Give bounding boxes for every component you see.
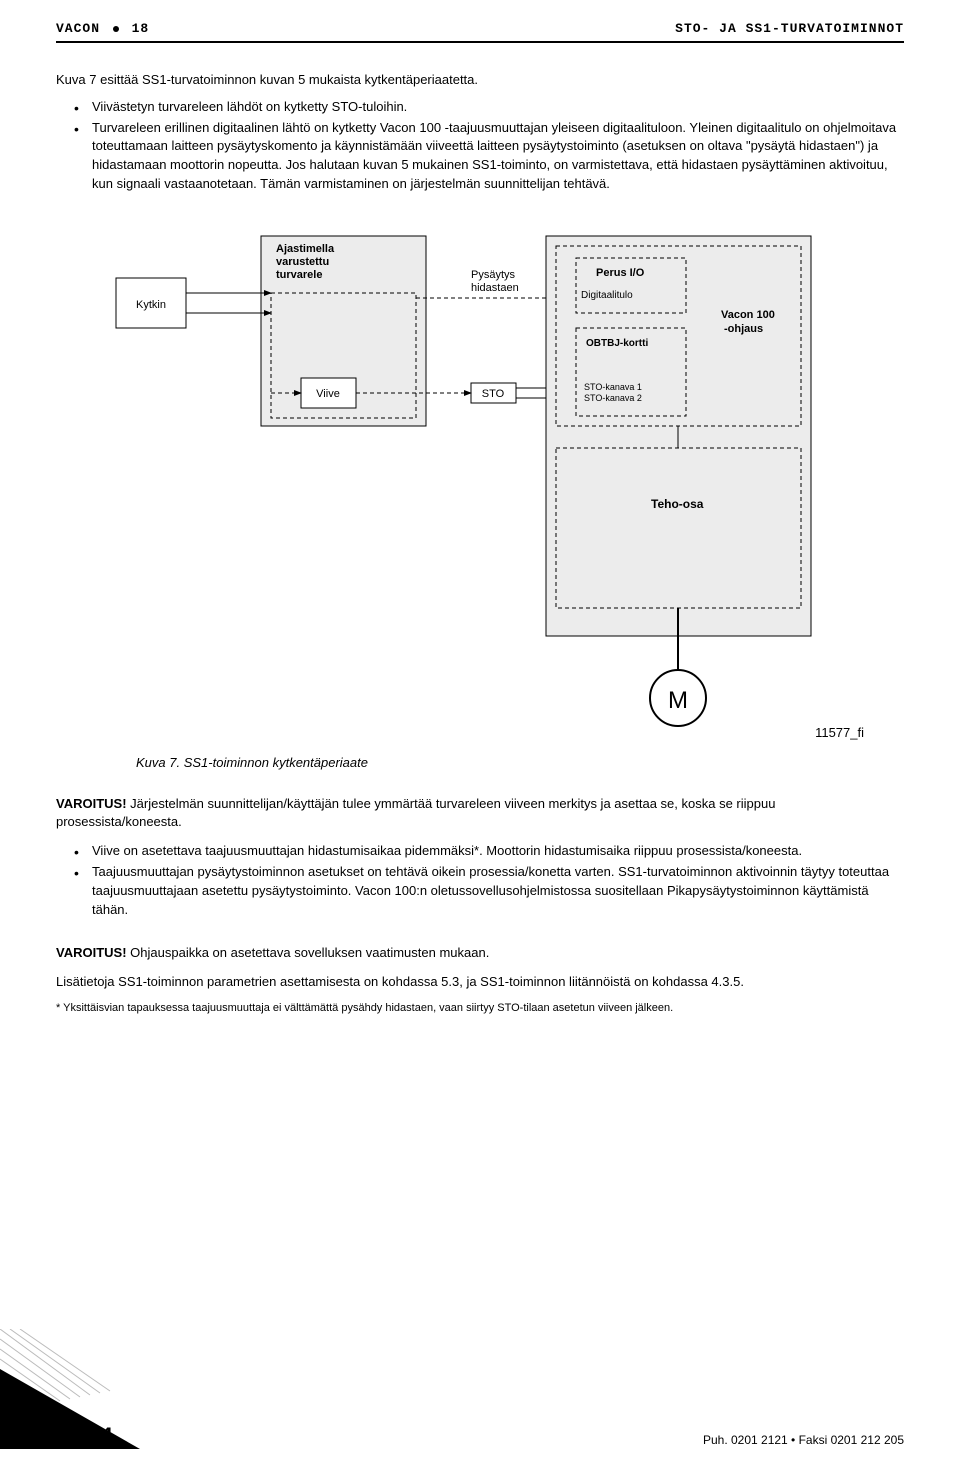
svg-text:Perus I/O: Perus I/O — [596, 267, 645, 279]
svg-text:Ajastimella: Ajastimella — [276, 243, 335, 255]
footnote: * Yksittäisvian tapauksessa taajuusmuutt… — [56, 1001, 904, 1016]
more-info: Lisätietoja SS1-toiminnon parametrien as… — [56, 973, 904, 992]
kytkin-label: Kytkin — [136, 299, 166, 311]
svg-text:Vacon 100: Vacon 100 — [721, 309, 775, 321]
warning-label: VAROITUS! — [56, 945, 127, 960]
svg-text:Viive: Viive — [316, 388, 340, 400]
svg-text:turvarele: turvarele — [276, 269, 322, 281]
corner-decoration — [0, 1329, 140, 1449]
svg-text:Pysäytys: Pysäytys — [471, 269, 516, 281]
svg-text:Digitaalitulo: Digitaalitulo — [581, 290, 633, 301]
list-item: Turvareleen erillinen digitaalinen lähtö… — [92, 119, 904, 194]
list-item: Taajuusmuuttajan pysäytystoiminnon asetu… — [92, 863, 904, 920]
page-header: vacon 18 STO- ja SS1-turvatoiminnot — [56, 20, 904, 43]
ss1-diagram: Kytkin Ajastimella varustettu turvarele … — [56, 218, 904, 744]
page-number: 4 — [100, 1421, 113, 1453]
warning-text: Järjestelmän suunnittelijan/käyttäjän tu… — [56, 796, 775, 830]
list-item: Viivästetyn turvareleen lähdöt on kytket… — [92, 98, 904, 117]
svg-text:STO: STO — [482, 388, 505, 400]
bullet-list-1: Viivästetyn turvareleen lähdöt on kytket… — [56, 98, 904, 194]
svg-text:varustettu: varustettu — [276, 256, 329, 268]
figure-caption: Kuva 7. SS1-toiminnon kytkentäperiaate — [136, 754, 904, 773]
header-left: vacon 18 — [56, 20, 149, 39]
svg-text:STO-kanava 2: STO-kanava 2 — [584, 393, 642, 403]
svg-text:OBTBJ-kortti: OBTBJ-kortti — [586, 338, 648, 349]
svg-text:Teho-osa: Teho-osa — [651, 497, 704, 511]
warning-label: VAROITUS! — [56, 796, 127, 811]
svg-text:-ohjaus: -ohjaus — [724, 323, 763, 335]
list-item: Viive on asetettava taajuusmuuttajan hid… — [92, 842, 904, 861]
page-footer: Puh. 0201 2121 • Faksi 0201 212 205 4 — [0, 1432, 904, 1449]
header-right: STO- ja SS1-turvatoiminnot — [675, 20, 904, 39]
intro-paragraph: Kuva 7 esittää SS1-turvatoiminnon kuvan … — [56, 71, 904, 90]
svg-text:M: M — [668, 687, 688, 714]
warning-2: VAROITUS! Ohjauspaikka on asetettava sov… — [56, 944, 904, 963]
warning-1: VAROITUS! Järjestelmän suunnittelijan/kä… — [56, 795, 904, 833]
warning-text: Ohjauspaikka on asetettava sovelluksen v… — [130, 945, 489, 960]
svg-text:hidastaen: hidastaen — [471, 282, 519, 294]
bullet-list-2: Viive on asetettava taajuusmuuttajan hid… — [56, 842, 904, 919]
svg-text:STO-kanava 1: STO-kanava 1 — [584, 382, 642, 392]
